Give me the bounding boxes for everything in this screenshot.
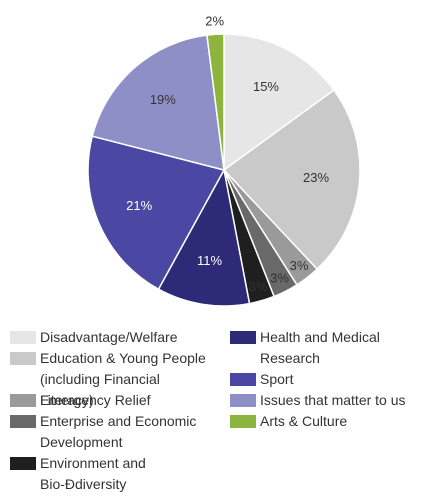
legend-label: Emergency Relief (40, 392, 151, 408)
data-label: 3% (270, 270, 289, 285)
pie-area: 15%23%3%3%3%11%21%19%2% (87, 13, 361, 307)
data-label: 19% (150, 92, 176, 107)
pie-slice (222, 89, 361, 271)
legend-item: Emergency Relief (10, 390, 210, 411)
pie-slice (91, 34, 225, 172)
legend-swatch (10, 331, 36, 344)
pie-slice (223, 33, 336, 172)
data-label: 3% (290, 258, 309, 273)
legend-swatch (10, 352, 36, 365)
legend-label: Health and Medical Research (260, 329, 380, 366)
legend-swatch (10, 415, 36, 428)
legend-swatch (230, 394, 256, 407)
legend-item: Health and Medical Research (230, 327, 405, 369)
legend-label: Arts & Culture (260, 413, 348, 429)
legend-item: Sport (230, 369, 435, 390)
pie-slice (157, 167, 251, 307)
legend-swatch (230, 331, 256, 344)
legend-label: Environment and Bio-Ðdiversity (40, 455, 146, 492)
legend-label: Sport (260, 371, 294, 387)
legend-label: Enterprise and Economic Development (40, 413, 197, 450)
data-label: 2% (205, 13, 224, 28)
legend-swatch (230, 373, 256, 386)
legend-item: Education & Young People (including Fina… (10, 348, 210, 411)
data-label: 3% (249, 279, 268, 294)
legend-item: Disadvantage/Welfare (10, 327, 210, 348)
legend-swatch (10, 394, 36, 407)
legend-label: Education & Young People (including Fina… (40, 350, 206, 408)
pie-slice (206, 33, 225, 171)
pie-slice (87, 135, 226, 291)
legend-label: Issues that matter to us (260, 392, 406, 408)
data-label: 21% (126, 198, 152, 213)
legend-label: Disadvantage/Welfare (40, 329, 178, 345)
legend-item: Enterprise and Economic Development (10, 411, 210, 453)
data-label: 23% (303, 170, 329, 185)
data-label: 11% (197, 253, 222, 268)
legend-swatch (10, 457, 36, 470)
legend-swatch (230, 415, 256, 428)
legend-item: Environment and Bio-Ðdiversity (10, 453, 155, 495)
legend-item: Issues that matter to us (230, 390, 435, 411)
data-label: 15% (253, 79, 279, 94)
legend-item: Arts & Culture (230, 411, 435, 432)
